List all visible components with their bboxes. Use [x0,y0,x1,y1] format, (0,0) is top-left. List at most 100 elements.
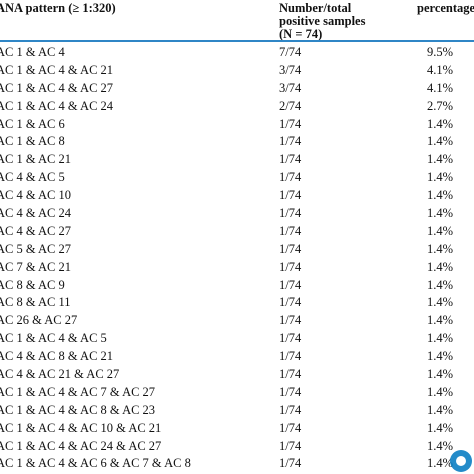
header-divider [0,40,474,42]
count-cell: 1/74 [279,188,302,203]
table-row: AC 1 & AC 4 & AC 6 & AC 7 & AC 8 1/74 1.4% [0,455,474,473]
table-row: AC 1 & AC 4 & AC 24 & AC 27 1/74 1.4% [0,438,474,456]
percentage-cell: 1.4% [427,134,454,149]
count-cell: 3/74 [279,80,302,95]
count-cell: 1/74 [279,367,302,382]
table-row: AC 26 & AC 27 1/74 1.4% [0,312,474,330]
percentage-cell: 2.7% [427,98,454,113]
pattern-cell: AC 1 & AC 4 & AC 24 & AC 27 [0,438,162,453]
count-cell: 1/74 [279,438,302,453]
count-cell: 1/74 [279,384,302,399]
count-cell: 1/74 [279,116,302,131]
table-row: AC 8 & AC 9 1/74 1.4% [0,277,474,295]
table-row: AC 1 & AC 4 & AC 10 & AC 21 1/74 1.4% [0,420,474,438]
pattern-cell: AC 1 & AC 4 & AC 5 [0,331,107,346]
table-header: ANA pattern (≥ 1:320) Number/total posit… [0,0,474,41]
pattern-cell: AC 4 & AC 27 [0,223,72,238]
percentage-cell: 1.4% [427,170,454,185]
percentage-cell: 1.4% [427,277,454,292]
pattern-cell: AC 7 & AC 21 [0,259,72,274]
count-cell: 1/74 [279,295,302,310]
count-cell: 1/74 [279,259,302,274]
count-cell: 1/74 [279,206,302,221]
table-row: AC 7 & AC 21 1/74 1.4% [0,259,474,277]
pattern-cell: AC 1 & AC 4 & AC 21 [0,62,114,77]
percentage-cell: 1.4% [427,331,454,346]
count-cell: 7/74 [279,45,302,59]
count-cell: 1/74 [279,152,302,167]
pattern-cell: AC 8 & AC 9 [0,277,65,292]
count-cell: 1/74 [279,313,302,328]
pattern-cell: AC 5 & AC 27 [0,241,72,256]
pattern-cell: AC 4 & AC 5 [0,170,65,185]
table-row: AC 4 & AC 8 & AC 21 1/74 1.4% [0,348,474,366]
count-cell: 1/74 [279,402,302,417]
pattern-cell: AC 8 & AC 11 [0,295,71,310]
pattern-cell: AC 1 & AC 4 & AC 24 [0,98,114,113]
percentage-cell: 1.4% [427,456,454,471]
table-row: AC 4 & AC 21 & AC 27 1/74 1.4% [0,366,474,384]
count-cell: 1/74 [279,170,302,185]
publisher-logo-icon [450,450,472,472]
pattern-cell: AC 1 & AC 6 [0,116,65,131]
percentage-cell: 4.1% [427,62,454,77]
table-row: AC 1 & AC 21 1/74 1.4% [0,151,474,169]
pattern-cell: AC 1 & AC 4 [0,45,65,59]
table-row: AC 5 & AC 27 1/74 1.4% [0,241,474,259]
table-row: AC 4 & AC 27 1/74 1.4% [0,223,474,241]
table-row: AC 1 & AC 6 1/74 1.4% [0,116,474,134]
table-row: AC 4 & AC 5 1/74 1.4% [0,169,474,187]
pattern-cell: AC 1 & AC 21 [0,152,72,167]
count-cell: 2/74 [279,98,302,113]
pattern-cell: AC 1 & AC 4 & AC 10 & AC 21 [0,420,162,435]
pattern-cell: AC 4 & AC 24 [0,206,72,221]
percentage-cell: 1.4% [427,188,454,203]
percentage-cell: 1.4% [427,206,454,221]
percentage-cell: 1.4% [427,223,454,238]
percentage-cell: 1.4% [427,367,454,382]
header-number-total: Number/total positive samples (N = 74) [279,2,365,41]
table-row: AC 1 & AC 4 & AC 5 1/74 1.4% [0,330,474,348]
table-row: AC 4 & AC 10 1/74 1.4% [0,187,474,205]
header-percentage: percentage [417,1,474,15]
pattern-cell: AC 4 & AC 8 & AC 21 [0,349,114,364]
percentage-cell: 1.4% [427,438,454,453]
table-row: AC 1 & AC 4 & AC 7 & AC 27 1/74 1.4% [0,384,474,402]
table-row: AC 1 & AC 4 & AC 21 3/74 4.1% [0,62,474,80]
count-cell: 1/74 [279,456,302,471]
header-number-line3: (N = 74) [279,27,323,41]
percentage-cell: 1.4% [427,241,454,256]
count-cell: 1/74 [279,331,302,346]
percentage-cell: 1.4% [427,349,454,364]
pattern-cell: AC 1 & AC 4 & AC 7 & AC 27 [0,384,156,399]
table-row: AC 1 & AC 4 & AC 8 & AC 23 1/74 1.4% [0,402,474,420]
header-ana-pattern: ANA pattern (≥ 1:320) [0,1,116,15]
table-row: AC 1 & AC 4 & AC 27 3/74 4.1% [0,80,474,98]
percentage-cell: 1.4% [427,116,454,131]
percentage-cell: 1.4% [427,295,454,310]
table-row: AC 1 & AC 4 & AC 24 2/74 2.7% [0,98,474,116]
count-cell: 3/74 [279,62,302,77]
pattern-cell: AC 4 & AC 10 [0,188,72,203]
percentage-cell: 1.4% [427,152,454,167]
pattern-cell: AC 1 & AC 8 [0,134,65,149]
header-number-line2: positive samples [279,14,366,28]
pattern-cell: AC 1 & AC 4 & AC 6 & AC 7 & AC 8 [0,456,191,471]
percentage-cell: 4.1% [427,80,454,95]
percentage-cell: 1.4% [427,313,454,328]
table-row: AC 8 & AC 11 1/74 1.4% [0,294,474,312]
count-cell: 1/74 [279,349,302,364]
table-body: AC 1 & AC 4 7/74 9.5% AC 1 & AC 4 & AC 21 3/… [0,44,474,474]
pattern-cell: AC 4 & AC 21 & AC 27 [0,367,120,382]
percentage-cell: 1.4% [427,420,454,435]
percentage-cell: 1.4% [427,259,454,274]
count-cell: 1/74 [279,223,302,238]
count-cell: 1/74 [279,134,302,149]
table-row: AC 4 & AC 24 1/74 1.4% [0,205,474,223]
pattern-cell: AC 1 & AC 4 & AC 8 & AC 23 [0,402,156,417]
table-row: AC 1 & AC 4 7/74 9.5% [0,44,474,62]
percentage-cell: 1.4% [427,402,454,417]
pattern-cell: AC 26 & AC 27 [0,313,78,328]
count-cell: 1/74 [279,241,302,256]
